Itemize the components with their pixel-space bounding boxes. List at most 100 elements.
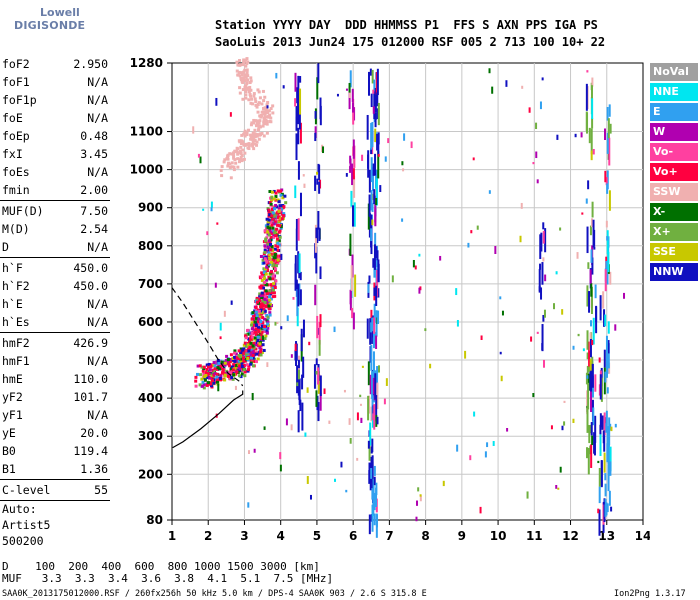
- ssw-echo: [230, 165, 234, 169]
- echo-point: [279, 207, 283, 211]
- mufd-muf-row: MUF 3.3 3.3 3.4 3.6 3.8 4.1 5.1 7.5 [MHz…: [2, 572, 334, 585]
- interference-echo: [349, 70, 352, 88]
- interference-echo: [594, 415, 597, 443]
- interference-echo: [367, 395, 370, 421]
- noise-echo: [597, 460, 600, 464]
- echo-point: [239, 352, 243, 356]
- ssw-echo: [241, 97, 245, 101]
- interference-echo: [590, 150, 593, 161]
- echo-point: [269, 202, 273, 206]
- echo-point: [254, 327, 258, 331]
- echo-point: [264, 255, 268, 259]
- echo-point: [277, 200, 281, 204]
- interference-echo: [368, 462, 371, 483]
- interference-echo: [375, 285, 378, 307]
- interference-echo: [372, 258, 375, 268]
- echo-point: [267, 295, 271, 299]
- echo-point: [220, 360, 224, 364]
- ssw-echo: [242, 132, 246, 136]
- echo-point: [228, 364, 232, 368]
- noise-echo: [251, 392, 254, 401]
- ssw-echo: [250, 121, 254, 125]
- echo-point: [204, 373, 208, 377]
- noise-echo: [345, 489, 348, 493]
- echo-point: [263, 281, 267, 285]
- echo-point: [244, 355, 248, 359]
- ssw-echo: [237, 70, 241, 74]
- ssw-echo: [236, 151, 240, 155]
- echo-point: [281, 196, 285, 200]
- ssw-echo: [238, 74, 242, 78]
- polarization-legend: NoVal NNE E W Vo- Vo+ SSW X- X+ SSE NNW: [650, 63, 698, 283]
- param-value: 1.36: [80, 462, 108, 476]
- noise-echo: [488, 190, 491, 194]
- echo-point: [199, 373, 203, 377]
- echo-point: [231, 377, 235, 381]
- ssw-echo: [245, 87, 249, 91]
- echo-point: [240, 372, 244, 376]
- noise-echo: [541, 77, 544, 81]
- ssw-echo: [250, 142, 254, 146]
- param-name: C-level: [2, 483, 51, 497]
- ssw-echo: [253, 97, 257, 101]
- interference-echo: [299, 88, 302, 115]
- ssw-echo: [250, 136, 254, 140]
- echo-point: [255, 296, 259, 300]
- echo-point: [273, 247, 277, 251]
- echo-point: [260, 350, 264, 354]
- ssw-echo: [258, 119, 262, 123]
- interference-echo: [317, 63, 320, 84]
- echo-point: [271, 254, 275, 258]
- ssw-echo: [251, 140, 255, 144]
- echo-point: [202, 372, 206, 376]
- interference-echo: [301, 374, 304, 390]
- ssw-echo: [244, 90, 248, 94]
- interference-echo: [377, 288, 380, 298]
- noise-echo: [602, 501, 605, 505]
- ssw-echo: [253, 135, 257, 139]
- interference-echo: [586, 330, 589, 350]
- interference-echo: [591, 201, 594, 218]
- noise-echo: [215, 97, 218, 106]
- echo-point: [254, 343, 258, 347]
- param-value: N/A: [87, 240, 108, 254]
- interference-echo: [295, 133, 298, 161]
- echo-point: [276, 245, 280, 249]
- x-tick-label: 9: [458, 529, 466, 543]
- noise-echo: [520, 202, 523, 209]
- noise-echo: [328, 420, 331, 424]
- echo-point: [246, 332, 250, 336]
- legend-item: NNE: [650, 83, 698, 101]
- echo-point: [205, 383, 209, 387]
- noise-echo: [532, 393, 535, 398]
- profile-extrapolation: [171, 287, 244, 387]
- echo-point: [276, 248, 280, 252]
- interference-echo: [314, 224, 317, 253]
- ssw-echo: [234, 161, 238, 165]
- ssw-echo: [262, 134, 266, 138]
- noise-echo: [375, 197, 378, 206]
- echo-point: [263, 250, 267, 254]
- interference-echo: [370, 147, 373, 155]
- noise-echo: [210, 201, 213, 208]
- x-tick-label: 4: [277, 529, 285, 543]
- interference-echo: [376, 133, 379, 151]
- ssw-echo: [265, 122, 269, 126]
- y-tick-label: 800: [138, 239, 163, 253]
- noise-echo: [606, 236, 609, 241]
- interference-echo: [372, 163, 375, 176]
- y-tick-label: 80: [146, 513, 163, 527]
- interference-echo: [586, 285, 589, 307]
- echo-point: [264, 291, 268, 295]
- echo-point: [259, 286, 263, 290]
- interference-echo: [352, 139, 355, 159]
- interference-echo: [593, 432, 596, 454]
- echo-point: [271, 286, 275, 290]
- echo-point: [238, 364, 242, 368]
- interference-echo: [352, 102, 355, 113]
- echo-point: [251, 311, 255, 315]
- ssw-echo: [249, 101, 253, 105]
- echo-point: [272, 233, 276, 237]
- interference-echo: [373, 303, 376, 323]
- interference-echo: [376, 366, 379, 384]
